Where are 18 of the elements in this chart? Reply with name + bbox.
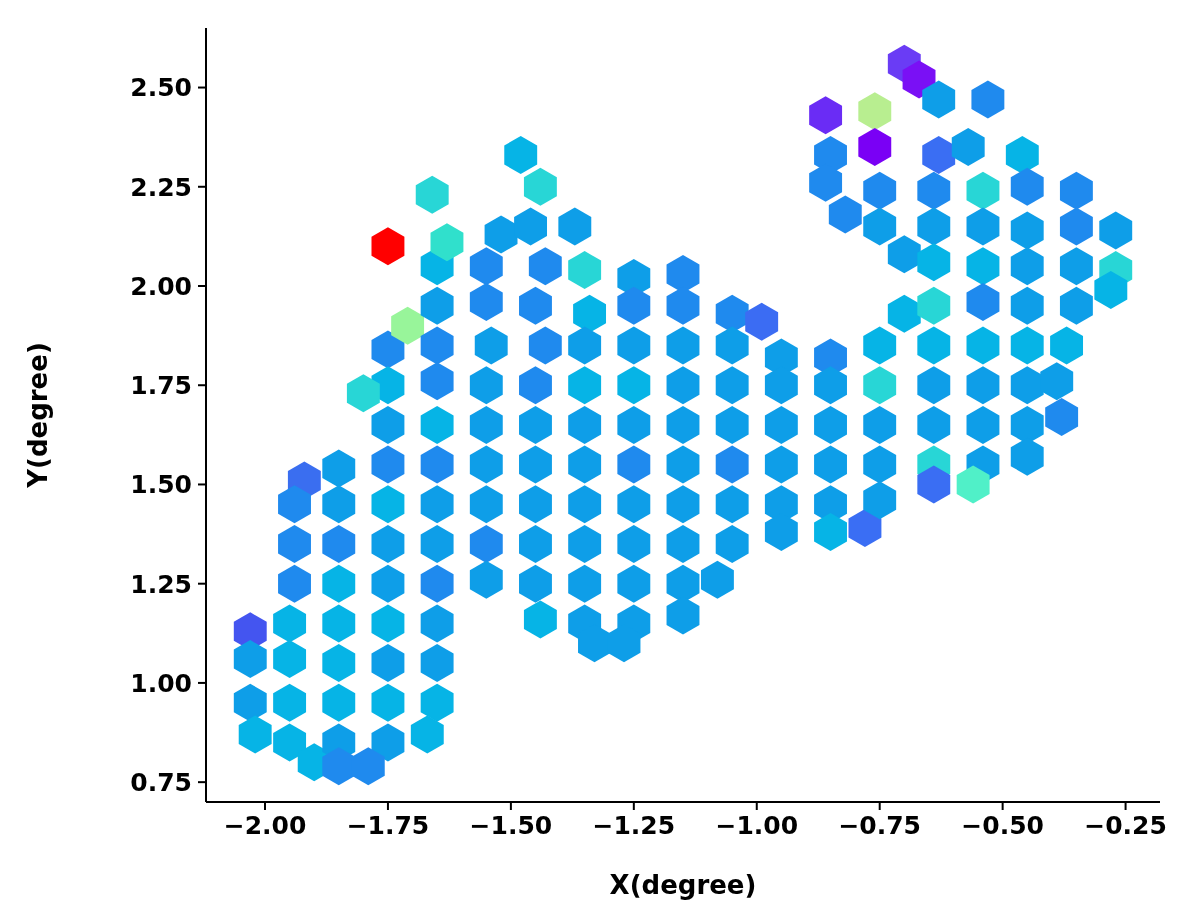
x-tick-label: −0.50 [961, 810, 1044, 840]
y-tick-label: 2.25 [130, 172, 192, 202]
y-tick-label: 2.00 [130, 271, 192, 301]
x-tick-label: −0.75 [838, 810, 922, 840]
x-tick-label: −0.25 [1084, 810, 1167, 840]
x-axis-title: X(degree) [609, 870, 757, 900]
y-tick-label: 1.00 [130, 668, 192, 698]
x-tick-label: −1.50 [469, 810, 553, 840]
x-tick-label: −1.75 [346, 810, 430, 840]
y-tick-label: 1.50 [130, 470, 192, 500]
x-tick-label: −1.25 [592, 810, 676, 840]
y-tick-label: 0.75 [130, 768, 192, 798]
x-tick-label: −1.00 [715, 810, 799, 840]
y-tick-label: 1.75 [130, 371, 192, 401]
x-tick-label: −2.00 [223, 810, 307, 840]
y-axis-title: Y(degree) [23, 342, 54, 489]
y-tick-label: 1.25 [130, 569, 192, 599]
y-tick-label: 2.50 [130, 73, 192, 103]
